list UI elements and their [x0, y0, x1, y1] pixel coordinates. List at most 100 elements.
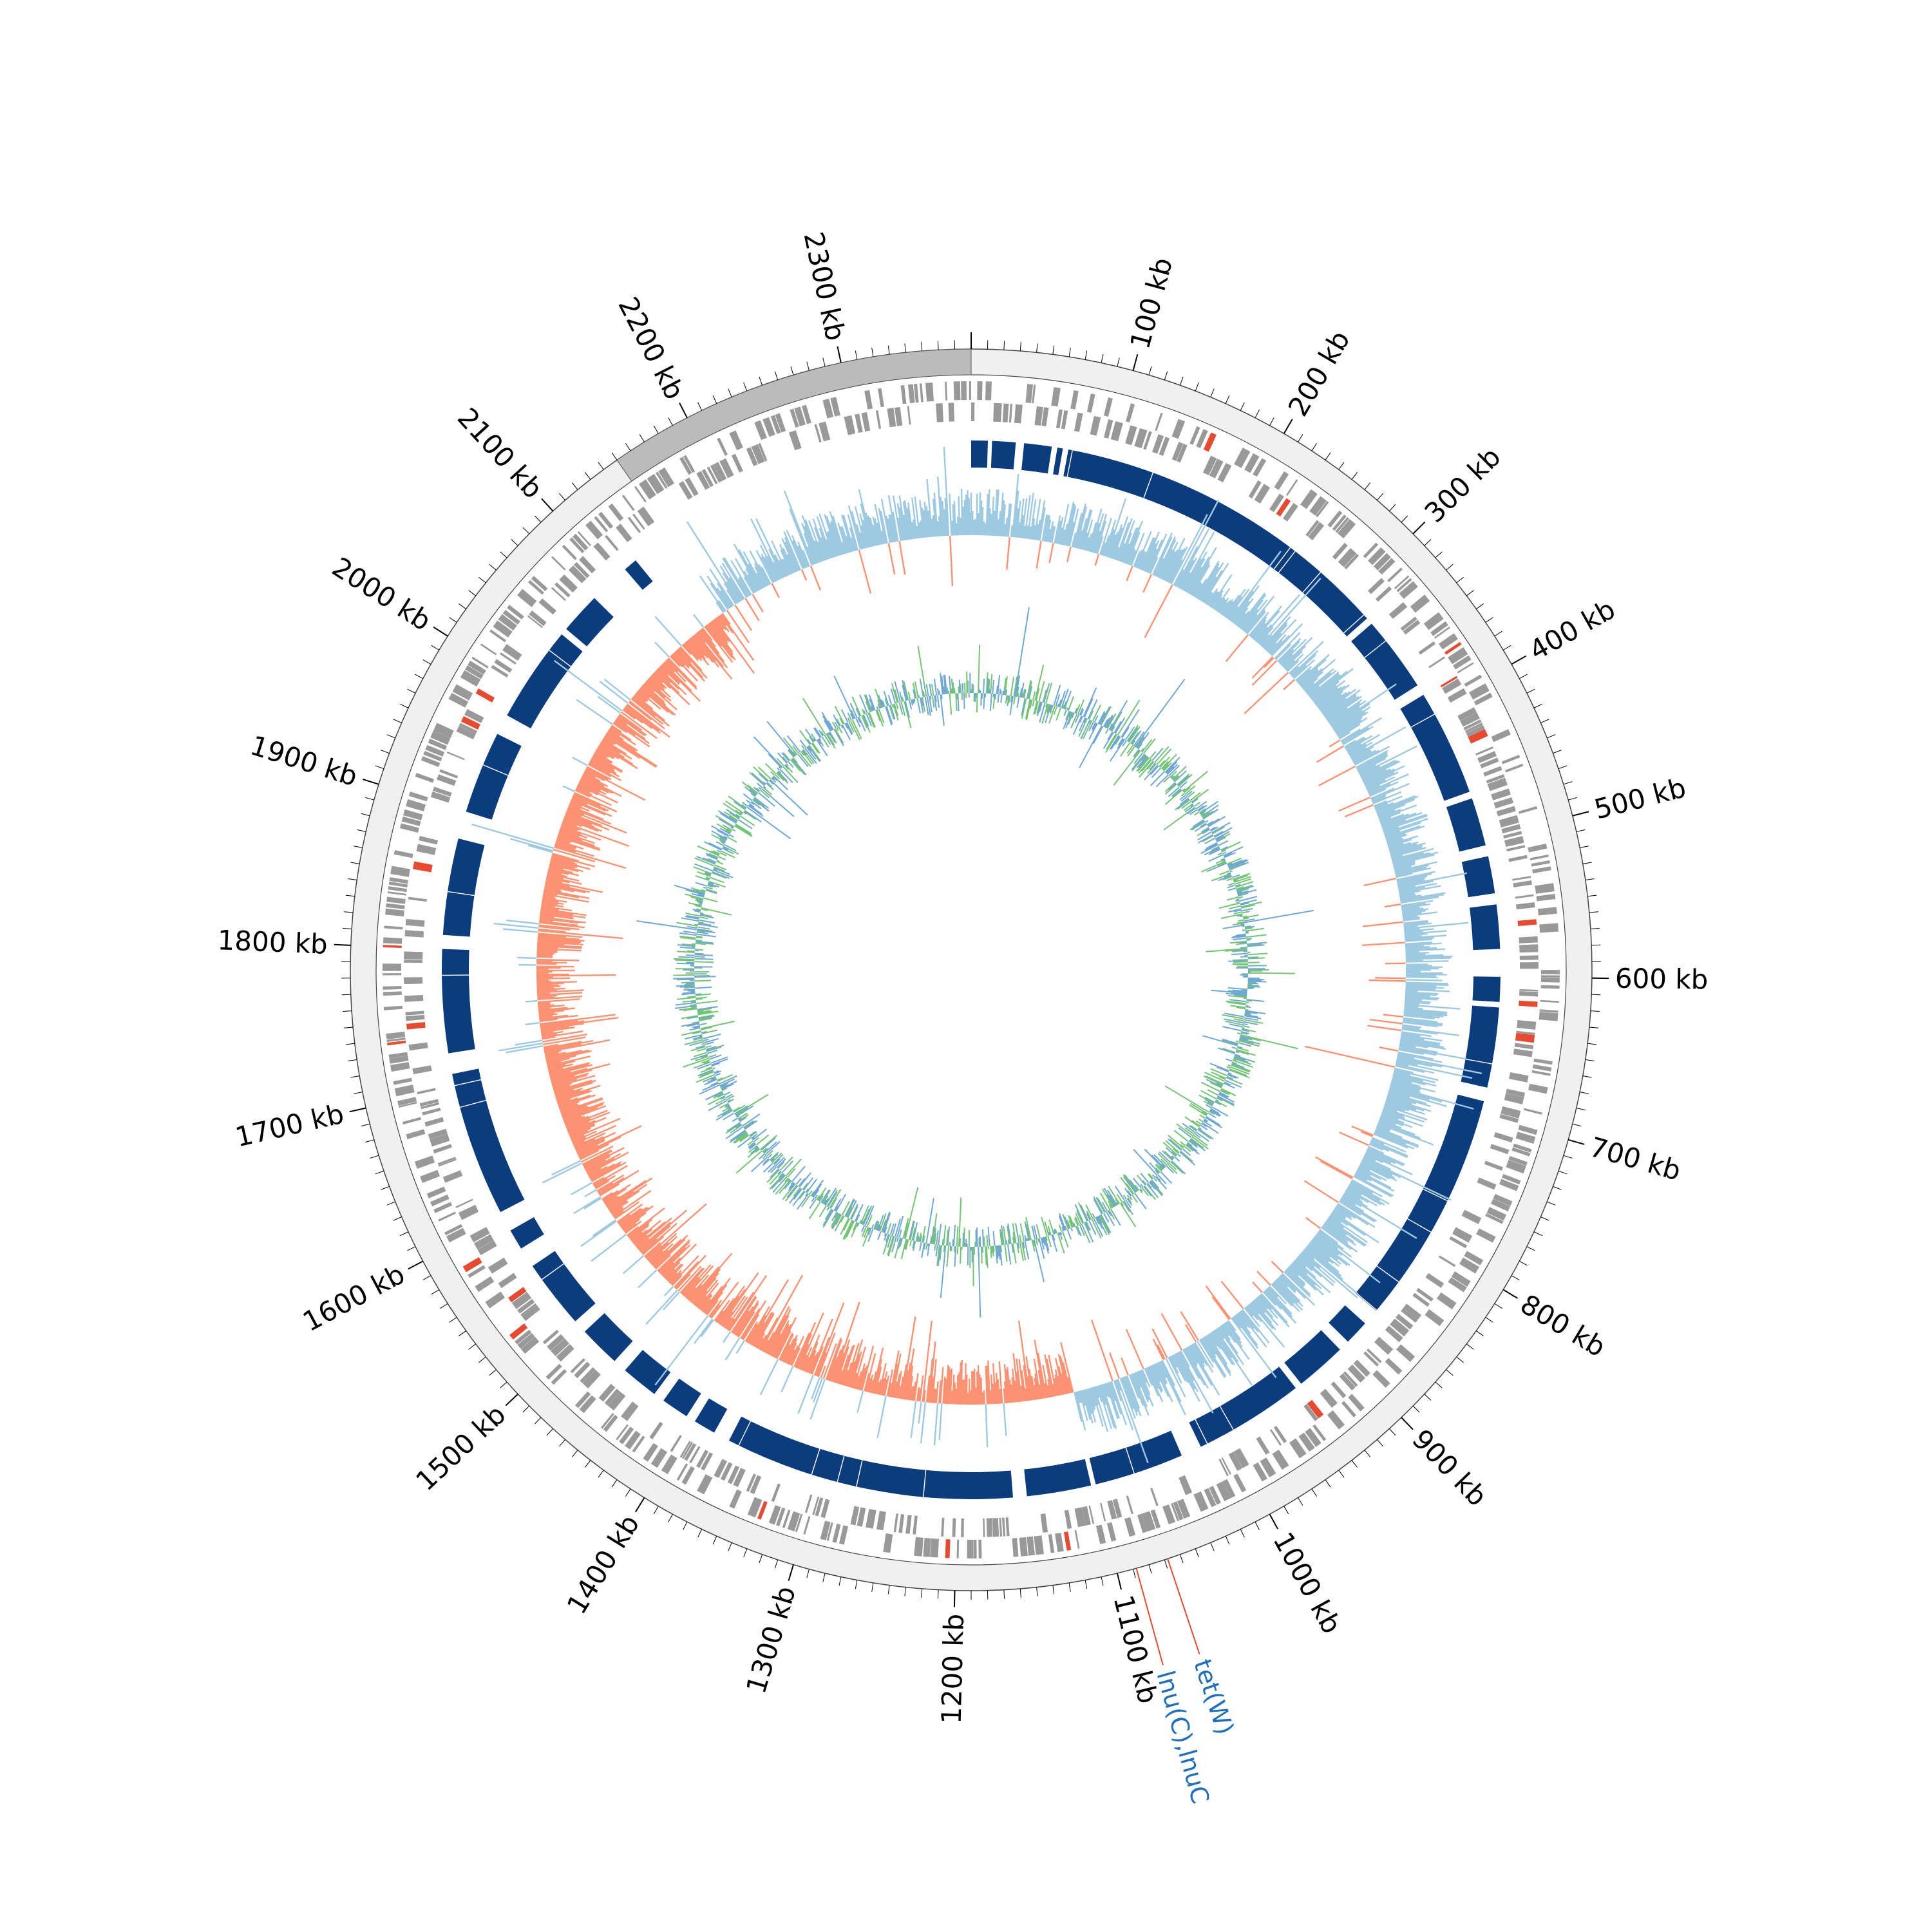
tick-label: 400 kb — [1524, 593, 1620, 667]
gene-feature — [1081, 1506, 1091, 1526]
blast-hit-block — [1021, 443, 1052, 474]
gene-feature — [762, 417, 775, 437]
blast-hit-block — [728, 1416, 1014, 1499]
minor-tick — [1540, 1217, 1549, 1221]
minor-tick — [1364, 482, 1371, 490]
gene-feature — [1476, 1228, 1496, 1243]
gene-feature — [1150, 1488, 1159, 1506]
gene-feature — [1506, 1088, 1526, 1097]
minor-tick — [422, 1275, 431, 1280]
gene-feature — [844, 415, 856, 435]
gene-feature — [1539, 923, 1559, 933]
blast-hit-block — [1472, 976, 1501, 1002]
gene-feature — [1499, 1113, 1519, 1123]
scale-ticks — [334, 332, 1609, 1607]
minor-tick — [1590, 1010, 1600, 1012]
gene-feature — [438, 1159, 457, 1167]
minor-tick — [1019, 342, 1021, 352]
minor-tick — [1195, 1548, 1199, 1558]
gene-feature — [1152, 434, 1164, 454]
minor-tick — [1485, 617, 1493, 623]
minor-tick — [822, 357, 826, 367]
gene-feature — [419, 835, 439, 845]
gene-feature — [383, 945, 402, 949]
minor-tick — [1587, 1043, 1597, 1045]
minor-tick — [1533, 1231, 1542, 1236]
gene-feature — [1512, 876, 1531, 881]
gene-feature — [1486, 1207, 1507, 1221]
gene-feature — [1253, 458, 1267, 477]
gene-feature — [1248, 480, 1262, 499]
gene-feature — [1218, 1459, 1229, 1477]
minor-tick — [559, 1439, 565, 1447]
gene-feature — [713, 462, 727, 481]
gene-feature — [538, 598, 556, 615]
blast-hit-block — [971, 440, 989, 468]
major-tick — [1116, 1573, 1122, 1590]
minor-tick — [611, 452, 618, 460]
gene-feature — [754, 420, 767, 440]
minor-tick — [1424, 539, 1432, 546]
gene-feature — [489, 629, 507, 643]
gene-feature — [1399, 581, 1418, 599]
gene-feature — [1400, 616, 1417, 631]
gene-feature — [394, 1084, 415, 1097]
gene-feature — [1332, 542, 1348, 560]
gene-feature — [1434, 626, 1450, 639]
gene-feature — [1477, 1177, 1497, 1190]
gene-feature — [488, 1257, 508, 1274]
gene-feature — [1375, 586, 1392, 602]
blast-hit-block — [1461, 856, 1495, 898]
gene-feature — [1233, 1448, 1249, 1468]
gene-feature — [1491, 788, 1511, 800]
minor-tick — [341, 994, 351, 996]
minor-tick — [534, 1417, 542, 1425]
gene-feature — [1540, 985, 1560, 989]
blast-hit-block — [625, 1350, 671, 1394]
blast-gap-line — [856, 1460, 863, 1487]
blast-hit-block — [1024, 1459, 1092, 1497]
gene-feature — [498, 1273, 517, 1289]
minor-tick — [1377, 493, 1383, 501]
gene-feature — [383, 973, 402, 976]
gene-feature — [475, 1276, 495, 1293]
gene-feature — [1501, 824, 1521, 834]
minor-tick — [1494, 630, 1502, 637]
gene-feature — [551, 1368, 567, 1385]
gene-feature — [788, 430, 802, 451]
minor-tick — [1476, 603, 1484, 609]
gene-feature — [491, 665, 509, 678]
gene-feature — [1539, 1012, 1558, 1021]
gene-feature — [1457, 707, 1477, 721]
tick-label: 600 kb — [1615, 963, 1709, 996]
gene-feature — [1531, 1070, 1551, 1076]
gene-feature — [1269, 1429, 1282, 1446]
minor-tick — [1466, 590, 1474, 596]
minor-tick — [468, 1343, 477, 1350]
gene-feature — [404, 951, 423, 960]
gene-feature — [1385, 1325, 1403, 1343]
minor-tick — [431, 1289, 440, 1295]
gene-feature — [437, 774, 457, 786]
minor-tick — [1240, 402, 1245, 411]
gene-feature — [971, 402, 975, 422]
gene-feature — [474, 1234, 494, 1250]
minor-tick — [431, 645, 440, 650]
gene-feature — [425, 744, 445, 757]
gene-feature — [985, 381, 992, 401]
gene-feature — [1289, 1438, 1307, 1459]
gene-feature — [509, 1323, 528, 1340]
gene-feature — [1388, 602, 1408, 620]
minor-tick — [1547, 734, 1556, 739]
gene-feature — [1273, 1425, 1287, 1443]
gene-feature — [1528, 843, 1548, 853]
gene-feature — [386, 1031, 406, 1039]
blast-gap-line — [1195, 1419, 1208, 1444]
gene-feature — [936, 403, 943, 422]
gene-feature — [1464, 1251, 1484, 1265]
minor-tick — [1591, 994, 1601, 996]
gene-feature — [676, 1463, 688, 1481]
tick-label: 500 kb — [1591, 772, 1689, 825]
minor-tick — [1338, 462, 1345, 470]
blast-hit-block — [990, 440, 1016, 469]
